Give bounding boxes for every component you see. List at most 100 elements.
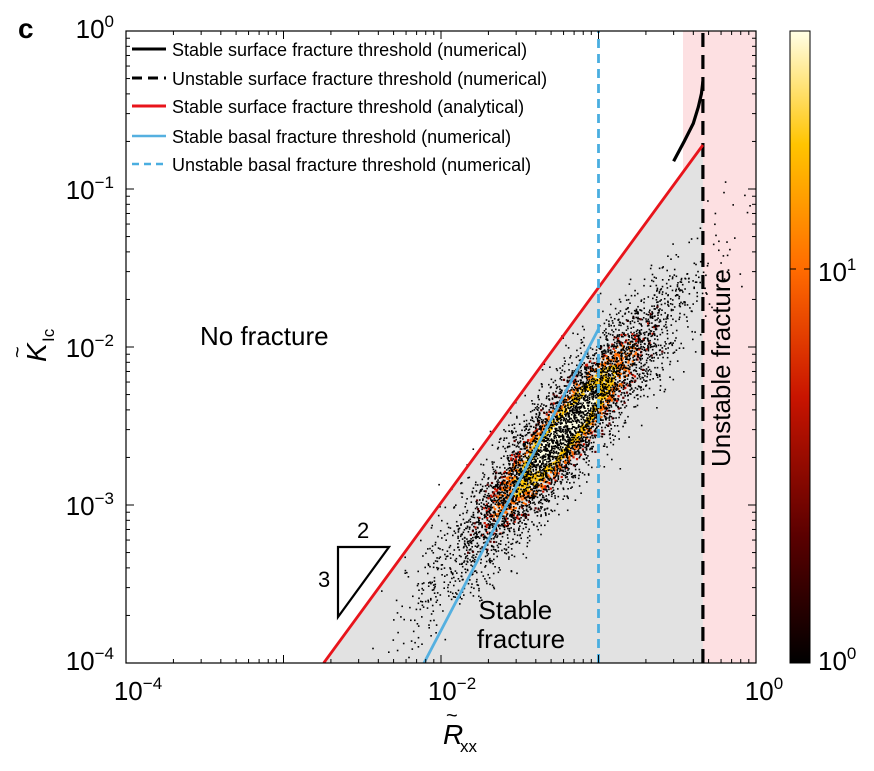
- scatter-point: [580, 443, 582, 446]
- scatter-point: [662, 266, 664, 268]
- scatter-point: [499, 481, 502, 485]
- scatter-point: [485, 580, 488, 583]
- scatter-point: [410, 640, 413, 642]
- scatter-point: [542, 495, 544, 497]
- scatter-point: [727, 269, 730, 271]
- scatter-point: [560, 417, 563, 420]
- scatter-point: [549, 442, 552, 445]
- scatter-point: [503, 524, 507, 527]
- scatter-point: [565, 422, 567, 425]
- scatter-point: [659, 308, 661, 310]
- scatter-point: [526, 449, 528, 452]
- scatter-point: [575, 422, 578, 424]
- scatter-point: [536, 483, 538, 486]
- scatter-point: [495, 496, 498, 499]
- scatter-point: [536, 453, 539, 456]
- scatter-point: [621, 355, 623, 357]
- scatter-point: [533, 490, 536, 492]
- scatter-point: [575, 392, 578, 395]
- scatter-point: [533, 495, 535, 497]
- scatter-point: [641, 354, 643, 357]
- scatter-point: [561, 443, 565, 446]
- scatter-point: [574, 405, 577, 408]
- scatter-point: [567, 401, 569, 404]
- scatter-point: [609, 313, 611, 316]
- scatter-point: [614, 385, 617, 388]
- scatter-point: [550, 471, 553, 474]
- scatter-point: [579, 408, 582, 411]
- scatter-point: [439, 594, 442, 596]
- scatter-point: [577, 398, 579, 401]
- scatter-point: [587, 367, 589, 370]
- scatter-point: [607, 346, 610, 349]
- scatter-point: [507, 495, 510, 499]
- scatter-point: [587, 425, 590, 428]
- scatter-point: [513, 506, 515, 508]
- scatter-point: [616, 357, 618, 359]
- scatter-point: [611, 396, 613, 399]
- scatter-point: [523, 444, 525, 447]
- scatter-point: [498, 542, 500, 545]
- scatter-point: [630, 294, 633, 297]
- scatter-point: [421, 587, 423, 590]
- scatter-point: [573, 436, 576, 439]
- scatter-point: [623, 401, 626, 404]
- scatter-point: [505, 483, 508, 486]
- scatter-point: [476, 507, 480, 511]
- scatter-point: [607, 367, 610, 370]
- scatter-point: [607, 350, 609, 352]
- scatter-point: [605, 366, 608, 369]
- scatter-point: [534, 427, 537, 430]
- scatter-point: [518, 527, 520, 529]
- scatter-point: [534, 479, 537, 482]
- scatter-point: [486, 551, 488, 554]
- scatter-point: [588, 389, 592, 392]
- scatter-point: [617, 337, 620, 340]
- scatter-point: [415, 608, 418, 611]
- scatter-point: [488, 560, 491, 563]
- scatter-point: [637, 355, 639, 358]
- scatter-point: [491, 522, 493, 525]
- scatter-point: [507, 524, 509, 527]
- scatter-point: [568, 380, 570, 382]
- scatter-point: [631, 360, 634, 363]
- scatter-point: [519, 525, 521, 527]
- scatter-point: [596, 434, 598, 437]
- scatter-point: [585, 422, 588, 425]
- scatter-point: [447, 584, 450, 586]
- scatter-point: [476, 578, 478, 581]
- scatter-point: [577, 413, 580, 416]
- scatter-point: [493, 532, 496, 535]
- scatter-point: [514, 460, 516, 463]
- scatter-point: [678, 303, 681, 305]
- scatter-point: [551, 397, 554, 399]
- scatter-point: [625, 319, 628, 321]
- scatter-point: [578, 384, 581, 387]
- scatter-point: [618, 383, 621, 386]
- scatter-point: [676, 285, 679, 288]
- scatter-point: [486, 517, 489, 520]
- scatter-point: [702, 271, 705, 274]
- scatter-point: [630, 371, 632, 374]
- scatter-point: [483, 514, 486, 517]
- scatter-point: [489, 513, 492, 515]
- scatter-point: [594, 404, 596, 407]
- scatter-point: [524, 481, 528, 484]
- scatter-point: [537, 464, 539, 466]
- scatter-point: [629, 383, 632, 386]
- scatter-point: [488, 510, 491, 512]
- scatter-point: [534, 462, 537, 465]
- scatter-point: [587, 355, 590, 357]
- scatter-point: [663, 390, 666, 393]
- scatter-point: [493, 497, 496, 500]
- scatter-point: [576, 391, 580, 394]
- scatter-point: [641, 357, 643, 360]
- scatter-point: [656, 304, 659, 306]
- scatter-point: [670, 258, 672, 260]
- scatter-point: [558, 458, 560, 460]
- scatter-point: [483, 496, 486, 498]
- scatter-point: [494, 533, 497, 535]
- scatter-point: [574, 442, 577, 445]
- scatter-point: [553, 451, 556, 454]
- scatter-point: [485, 548, 487, 550]
